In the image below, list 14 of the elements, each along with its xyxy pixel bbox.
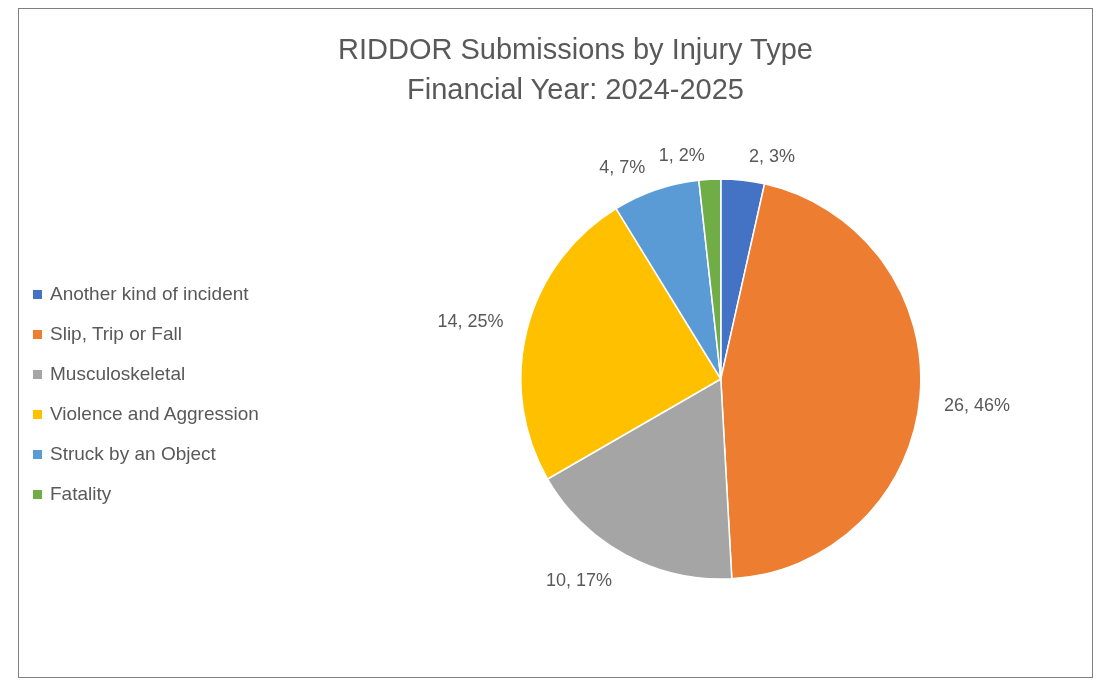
legend-label: Fatality — [50, 483, 112, 504]
legend-label: Another kind of incident — [50, 283, 249, 304]
legend-label: Struck by an Object — [50, 443, 216, 464]
chart-title: RIDDOR Submissions by Injury Type — [337, 32, 814, 67]
data-label: 4, 7% — [599, 156, 646, 177]
data-label: 26, 46% — [944, 395, 1011, 416]
data-label: 14, 25% — [437, 310, 504, 331]
chart-subtitle: Financial Year: 2024-2025 — [406, 72, 745, 107]
legend-label: Slip, Trip or Fall — [50, 323, 182, 344]
legend-label: Musculoskeletal — [50, 363, 186, 384]
data-label: 1, 2% — [658, 145, 705, 166]
data-label: 10, 17% — [546, 570, 613, 591]
data-label: 2, 3% — [749, 146, 796, 167]
legend-label: Violence and Aggression — [50, 403, 259, 424]
